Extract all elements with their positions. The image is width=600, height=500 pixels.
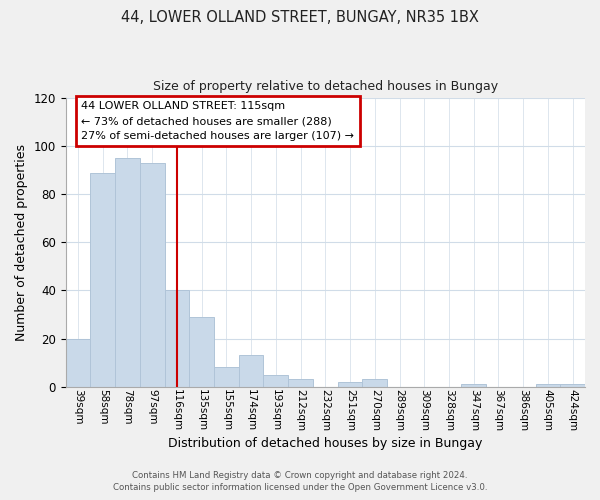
Text: 44, LOWER OLLAND STREET, BUNGAY, NR35 1BX: 44, LOWER OLLAND STREET, BUNGAY, NR35 1B…: [121, 10, 479, 25]
Bar: [140, 163, 164, 386]
Bar: [239, 356, 263, 386]
Bar: [91, 173, 115, 386]
X-axis label: Distribution of detached houses by size in Bungay: Distribution of detached houses by size …: [168, 437, 482, 450]
Bar: [461, 384, 486, 386]
Bar: [560, 384, 585, 386]
Bar: [190, 317, 214, 386]
Text: Contains HM Land Registry data © Crown copyright and database right 2024.
Contai: Contains HM Land Registry data © Crown c…: [113, 471, 487, 492]
Bar: [65, 338, 91, 386]
Bar: [362, 380, 387, 386]
Text: 44 LOWER OLLAND STREET: 115sqm
← 73% of detached houses are smaller (288)
27% of: 44 LOWER OLLAND STREET: 115sqm ← 73% of …: [81, 101, 354, 141]
Bar: [338, 382, 362, 386]
Bar: [536, 384, 560, 386]
Bar: [288, 380, 313, 386]
Y-axis label: Number of detached properties: Number of detached properties: [15, 144, 28, 341]
Bar: [214, 368, 239, 386]
Bar: [263, 374, 288, 386]
Bar: [115, 158, 140, 386]
Title: Size of property relative to detached houses in Bungay: Size of property relative to detached ho…: [153, 80, 498, 93]
Bar: [164, 290, 190, 386]
